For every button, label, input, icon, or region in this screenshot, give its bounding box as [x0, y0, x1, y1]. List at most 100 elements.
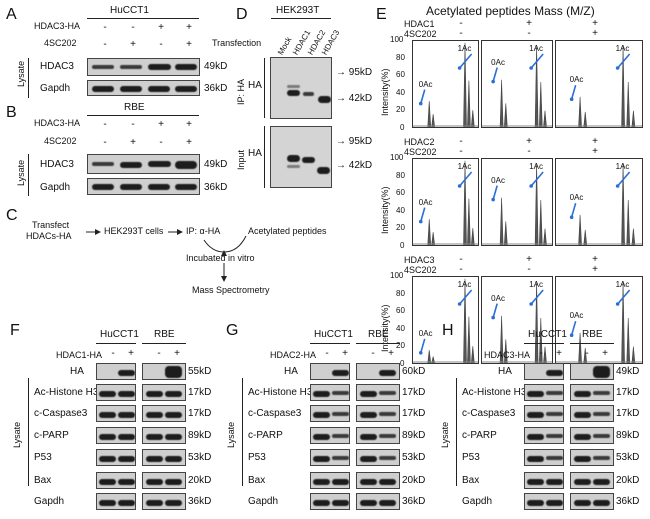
panel-g-blot-label: Ac-Histone H3: [248, 387, 313, 398]
band: [527, 456, 544, 462]
band: [593, 391, 610, 395]
panel-f-blot: [96, 449, 136, 466]
band: [527, 500, 544, 506]
band: [118, 370, 135, 376]
band: [165, 434, 182, 440]
panel-g-cell-rbe: RBE: [368, 329, 389, 340]
band: [527, 412, 544, 418]
peak-label-1ac: 1Ac: [615, 44, 630, 53]
panel-h-blot: [570, 493, 614, 510]
panel-f-size: 53kD: [188, 452, 212, 463]
panel-h-size: 17kD: [616, 387, 640, 398]
panel-g-blot-label: Gapdh: [248, 496, 279, 507]
panel-h-blot-label: Gapdh: [462, 496, 493, 507]
panel-e-sign: +: [592, 264, 598, 275]
panel-e-ytick: 100: [390, 271, 404, 280]
band: [360, 456, 377, 462]
peak-arrow-icon: [418, 289, 473, 355]
peak-label-1ac: 1Ac: [615, 280, 630, 289]
panel-b-lysate-label: Lysate: [16, 159, 26, 186]
panel-f-sign: -: [111, 348, 115, 359]
panel-f-blot: [142, 449, 186, 466]
band: [360, 479, 377, 485]
panel-e-sign: -: [459, 136, 463, 147]
panel-g-blot-label: P53: [248, 452, 266, 463]
peak-label-1ac: 1Ac: [615, 162, 630, 171]
panel-d-input-ha: HA: [248, 148, 262, 159]
panel-c-ip-ha: IP: α-HA: [186, 226, 221, 236]
panel-b-sign: -: [103, 119, 107, 130]
panel-e-sign: -: [459, 264, 463, 275]
panel-c-acetylated-peptides: Acetylated peptides: [248, 226, 327, 236]
panel-f-label: F: [10, 322, 20, 339]
panel-f-blot: [96, 472, 136, 489]
band: [360, 434, 377, 440]
band: [527, 479, 544, 485]
panel-a-blot-hdac3: HDAC3: [40, 61, 74, 72]
panel-g-size: 17kD: [402, 408, 426, 419]
panel-e-ytick: 60: [396, 70, 405, 80]
peak-label-1ac: 1Ac: [529, 280, 543, 289]
band: [332, 370, 349, 376]
ms-spectrum-trace: [482, 163, 554, 246]
panel-e-row-4sc202: 4SC202: [404, 265, 437, 275]
panel-h-sign: -: [539, 348, 543, 359]
band: [118, 434, 135, 440]
panel-f-blot-label: Ac-Histone H3: [34, 387, 99, 398]
panel-d-ip-blot: [270, 57, 332, 119]
panel-e-sign: -: [459, 18, 463, 29]
band: [146, 434, 163, 440]
panel-b-sign: +: [158, 119, 164, 130]
panel-b-hdac3-blot: [87, 154, 200, 174]
panel-g-size: 53kD: [402, 452, 426, 463]
panel-e-ytick: 20: [396, 223, 405, 233]
peak-arrow-icon: [491, 289, 544, 320]
panel-e-sign: +: [526, 254, 532, 265]
panel-f-cell-rbe: RBE: [154, 329, 175, 340]
panel-g-blot: [310, 493, 350, 510]
panel-e-ytick: 0: [400, 241, 405, 250]
panel-b-sign: +: [130, 137, 136, 148]
panel-h-size: 89kD: [616, 430, 640, 441]
panel-g-blot: [310, 472, 350, 489]
panel-a-row-hdac3: HDAC3-HA: [34, 21, 81, 31]
panel-e-row-hdac: HDAC3: [404, 255, 435, 265]
panel-f-blot-label: Bax: [34, 475, 52, 486]
panel-g-size: 17kD: [402, 387, 426, 398]
band: [546, 456, 563, 460]
band: [527, 391, 544, 397]
band: [165, 479, 182, 485]
panel-e-ytick: 40: [396, 323, 405, 333]
panel-a-size-2: 36kD: [204, 83, 228, 94]
band: [546, 434, 563, 438]
panel-b-gapdh-blot: [87, 178, 200, 195]
panel-g-blot: [356, 449, 400, 466]
panel-f-blot-label: HA: [70, 366, 84, 377]
panel-g-cell-huc: HuCCT1: [314, 329, 353, 340]
panel-g-blot: [310, 363, 350, 380]
band: [99, 391, 116, 397]
peak-label-0ac: 0Ac: [491, 175, 505, 185]
panel-h-blot-label: P53: [462, 452, 480, 463]
panel-e-sign: +: [592, 254, 598, 265]
panel-f-blot: [142, 493, 186, 510]
panel-f-blot: [142, 363, 186, 380]
band: [146, 391, 163, 397]
panel-b-row-4sc202: 4SC202: [44, 136, 77, 146]
panel-b-row-hdac3: HDAC3-HA: [34, 118, 81, 128]
band: [574, 500, 591, 506]
panel-e-ytick: 60: [396, 188, 405, 198]
panel-e-ytick: 60: [396, 306, 405, 316]
panel-b-sign: +: [186, 119, 192, 130]
panel-g-blot: [356, 405, 400, 422]
panel-f-size: 20kD: [188, 475, 212, 486]
panel-f-underline: [96, 343, 136, 344]
band: [165, 500, 182, 506]
panel-e-sign: +: [592, 28, 598, 39]
band: [118, 456, 135, 462]
panel-d-ip-ha: HA: [248, 80, 262, 91]
band: [332, 412, 349, 416]
band: [313, 434, 330, 440]
panel-c-incubated: Incubated in vitro: [186, 253, 255, 263]
panel-g-blot: [356, 427, 400, 444]
